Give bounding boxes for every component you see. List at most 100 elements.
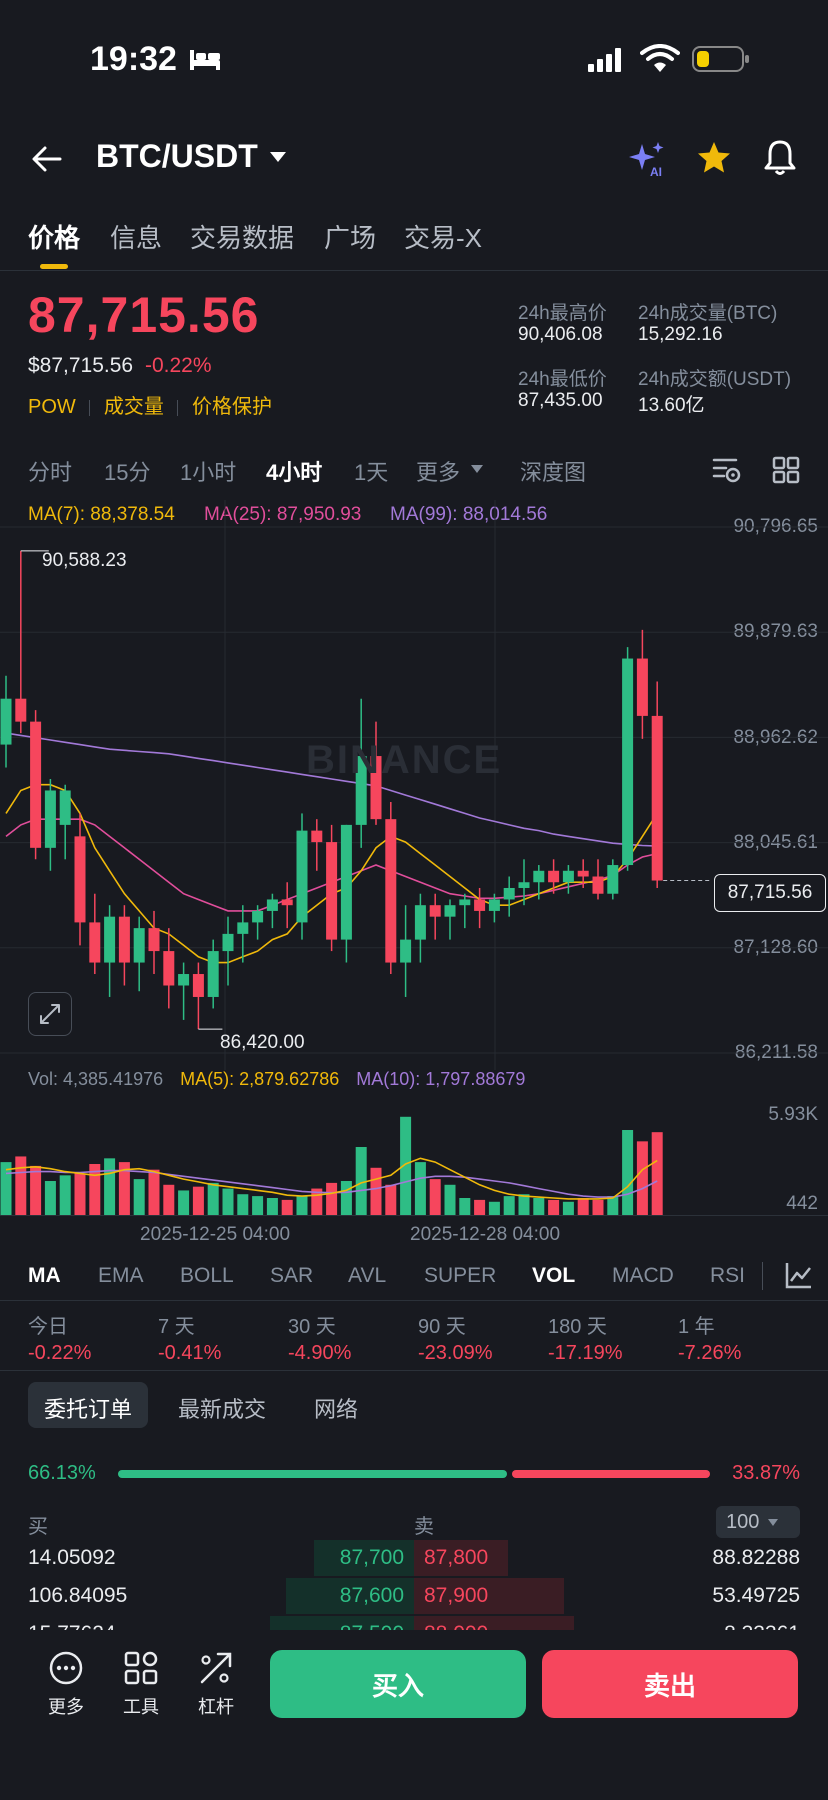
fullscreen-button[interactable] <box>28 992 72 1036</box>
tools-label[interactable]: 工具 <box>123 1697 159 1717</box>
indicator-avl[interactable]: AVL <box>348 1264 387 1287</box>
pair-title[interactable]: BTC/USDT <box>96 138 258 174</box>
tab-square[interactable]: 广场 <box>324 223 377 253</box>
interval-1h[interactable]: 1小时 <box>180 460 237 485</box>
candle-body <box>192 974 204 997</box>
candle-body <box>118 916 130 963</box>
vol-legend: Vol: 4,385.41976 <box>28 1069 164 1089</box>
chart-settings-icon[interactable] <box>712 456 742 484</box>
interval-depth[interactable]: 深度图 <box>520 460 587 485</box>
candle-body <box>385 819 397 963</box>
candle-body <box>459 899 471 906</box>
indicator-sar[interactable]: SAR <box>270 1264 314 1287</box>
candle-body <box>0 698 12 745</box>
tab-price[interactable]: 价格 <box>28 223 81 253</box>
candle-body <box>311 830 323 843</box>
volume-bar <box>548 1199 560 1215</box>
candle-body <box>370 756 382 820</box>
buy-button[interactable]: 买入 <box>270 1650 526 1718</box>
leverage-label[interactable]: 杠杆 <box>198 1697 234 1717</box>
ask-price[interactable]: 87,800 <box>424 1546 489 1569</box>
buy-sell-ratio-bar <box>118 1470 710 1478</box>
perf-value: -23.09% <box>418 1342 493 1364</box>
chevron-down-icon[interactable] <box>268 150 288 164</box>
more-label[interactable]: 更多 <box>48 1697 84 1717</box>
volume-bar <box>651 1132 663 1215</box>
date-axis-label: 2025-12-28 04:00 <box>410 1224 561 1245</box>
interval-more[interactable]: 更多 <box>416 460 461 485</box>
tools-grid-icon <box>124 1651 158 1685</box>
stat-vol-btc: 15,292.16 <box>638 324 723 345</box>
svg-text:AI: AI <box>650 165 662 178</box>
perf-label: 7 天 <box>158 1316 195 1338</box>
bell-icon[interactable] <box>762 138 798 178</box>
tab-trade-x[interactable]: 交易-X <box>404 223 483 253</box>
bid-price[interactable]: 87,600 <box>339 1584 404 1607</box>
ai-sparkle-icon[interactable]: AI <box>628 140 668 178</box>
volume-bar <box>0 1162 12 1215</box>
last-price: 87,715.56 <box>28 287 260 343</box>
indicator-boll[interactable]: BOLL <box>180 1264 234 1287</box>
volume-bar <box>400 1116 412 1215</box>
ma25-legend: MA(25): 87,950.93 <box>204 504 362 525</box>
indicator-vol[interactable]: VOL <box>532 1264 576 1287</box>
perf-value: -0.41% <box>158 1342 222 1364</box>
date-axis-label: 2025-12-25 04:00 <box>140 1224 291 1245</box>
indicator-chart-icon[interactable] <box>784 1260 814 1290</box>
volume-bar <box>296 1196 308 1215</box>
volume-bar <box>385 1184 397 1215</box>
indicator-super[interactable]: SUPER <box>424 1264 497 1287</box>
ask-qty: 53.49725 <box>712 1584 800 1607</box>
tab-recent-trades[interactable]: 最新成交 <box>178 1397 267 1422</box>
volume-bar <box>163 1184 175 1215</box>
interval-4h[interactable]: 4小时 <box>266 460 323 485</box>
usd-price: $87,715.56 <box>28 354 134 377</box>
volume-bar <box>444 1184 456 1215</box>
interval-15m[interactable]: 15分 <box>104 460 151 485</box>
candlestick-chart[interactable] <box>0 500 828 1070</box>
tag-price-protection[interactable]: 价格保护 <box>192 396 273 418</box>
tab-info[interactable]: 信息 <box>110 223 163 253</box>
watermark: BINANCE <box>306 738 503 782</box>
volume-axis-top: 5.93K <box>768 1104 818 1125</box>
ask-price[interactable]: 87,900 <box>424 1584 489 1607</box>
candle-body <box>222 933 234 952</box>
tab-network[interactable]: 网络 <box>314 1397 359 1422</box>
volume-bar <box>89 1164 101 1215</box>
tab-order-book[interactable]: 委托订单 <box>44 1397 133 1422</box>
indicator-rsi[interactable]: RSI <box>710 1264 746 1287</box>
volume-bar <box>518 1194 530 1215</box>
ma99-legend: MA(99): 88,014.56 <box>390 504 548 525</box>
volume-bar <box>355 1147 367 1215</box>
depth-value: 100 <box>726 1510 760 1533</box>
back-arrow-icon[interactable] <box>30 144 64 174</box>
bid-qty: 14.05092 <box>28 1546 116 1569</box>
ma7-legend: MA(7): 88,378.54 <box>28 504 175 525</box>
candle-body <box>266 899 278 911</box>
interval-line[interactable]: 分时 <box>28 460 73 485</box>
volume-bar <box>266 1198 278 1215</box>
stat-high: 90,406.08 <box>518 324 603 345</box>
tab-trading-data[interactable]: 交易数据 <box>190 223 295 253</box>
tag-volume[interactable]: 成交量 <box>103 396 164 418</box>
status-time: 19:32 <box>90 40 177 78</box>
candle-body <box>133 928 145 963</box>
depth-select[interactable]: 100 <box>716 1506 800 1538</box>
chevron-down-icon[interactable] <box>470 464 484 474</box>
candle-body <box>607 865 619 894</box>
grid-layout-icon[interactable] <box>772 456 800 484</box>
indicator-macd[interactable]: MACD <box>612 1264 674 1287</box>
volume-bar <box>311 1188 323 1215</box>
interval-1d[interactable]: 1天 <box>354 460 389 485</box>
bid-price[interactable]: 87,700 <box>339 1546 404 1569</box>
indicator-ema[interactable]: EMA <box>98 1264 144 1287</box>
candle-body <box>15 698 27 722</box>
volume-bar <box>636 1141 648 1215</box>
tag-pow[interactable]: POW <box>28 396 76 418</box>
volume-bar <box>503 1196 515 1215</box>
favorite-star-icon[interactable] <box>696 140 732 176</box>
sell-button[interactable]: 卖出 <box>542 1650 798 1718</box>
battery-icon <box>692 46 749 72</box>
indicator-ma[interactable]: MA <box>28 1264 61 1287</box>
bid-qty: 106.84095 <box>28 1584 128 1607</box>
